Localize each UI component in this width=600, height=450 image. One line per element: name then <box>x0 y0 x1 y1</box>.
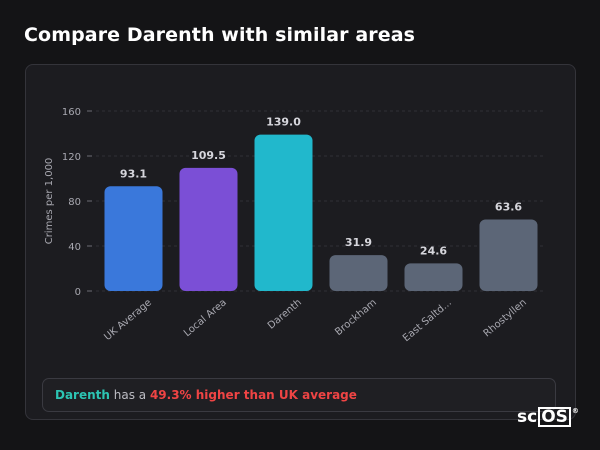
brand-logo: sc OS ® <box>517 407 579 427</box>
bar[interactable] <box>254 134 313 291</box>
callout-area-name: Darenth <box>55 388 110 402</box>
registered-mark: ® <box>571 407 579 415</box>
bar-value-label: 93.1 <box>120 167 147 180</box>
y-axis-label: Crimes per 1,000 <box>44 158 55 245</box>
chart-card: 0 40 80 120 160 Crimes per 1,000 93.1 109.5 13… <box>25 64 576 420</box>
y-tick-label: 120 <box>62 152 81 163</box>
bar-value-label: 63.6 <box>495 200 522 213</box>
bar[interactable] <box>479 219 538 291</box>
comparison-callout: Darenth has a 49.3% higher than UK avera… <box>42 378 556 412</box>
bar-value-label: 31.9 <box>345 236 372 249</box>
bar[interactable] <box>404 263 463 291</box>
y-tick-label: 0 <box>75 287 81 298</box>
x-tick-label: Brockham <box>333 297 379 338</box>
bar-chart: 0 40 80 120 160 Crimes per 1,000 93.1 109.5 13… <box>44 107 546 344</box>
logo-boxed-text: OS <box>538 407 571 427</box>
bar-value-label: 24.6 <box>420 244 447 257</box>
bar-value-label: 139.0 <box>266 116 301 129</box>
y-tick-label: 40 <box>68 242 81 253</box>
x-tick-label: Darenth <box>266 297 304 331</box>
bar-value-label: 109.5 <box>191 149 226 162</box>
y-tick-label: 160 <box>62 107 81 118</box>
bar[interactable] <box>179 167 238 291</box>
x-tick-label: Rhostyllen <box>482 297 529 339</box>
bar[interactable] <box>104 186 163 291</box>
callout-text: has a <box>109 388 150 402</box>
x-tick-label: East Saltd... <box>401 297 454 344</box>
logo-prefix: sc <box>517 407 538 427</box>
page-title: Compare Darenth with similar areas <box>24 24 416 46</box>
x-tick-label: UK Average <box>102 297 154 343</box>
x-tick-label: Local Area <box>182 297 229 339</box>
y-tick-label: 80 <box>68 197 81 208</box>
bar[interactable] <box>329 255 388 291</box>
callout-difference: 49.3% higher than UK average <box>149 388 357 402</box>
